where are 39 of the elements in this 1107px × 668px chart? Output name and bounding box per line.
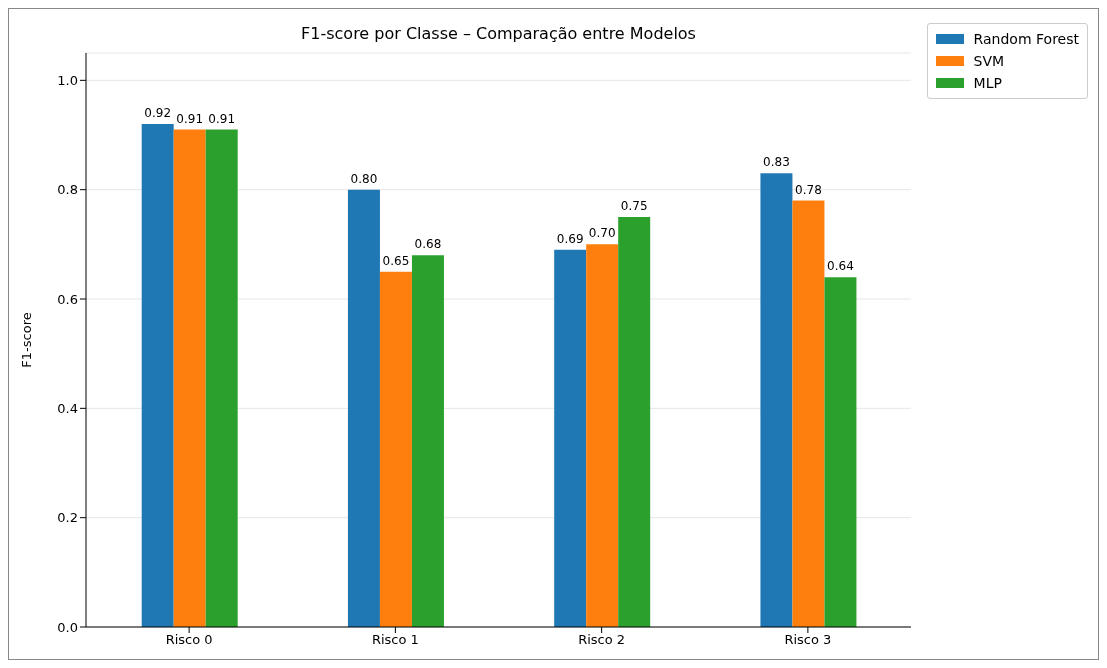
y-tick-label: 1.0 <box>57 72 78 88</box>
bar <box>792 200 825 627</box>
x-tick-label: Risco 3 <box>784 632 832 648</box>
bar <box>760 173 793 627</box>
data-label: 0.65 <box>382 253 410 268</box>
y-tick-label: 0.6 <box>57 291 78 307</box>
y-tick-label: 0.0 <box>57 619 78 635</box>
data-label: 0.91 <box>208 111 236 126</box>
data-label: 0.83 <box>763 155 790 170</box>
bar <box>141 124 174 627</box>
y-tick-label: 0.4 <box>57 400 78 416</box>
data-label: 0.78 <box>795 182 822 197</box>
bar <box>347 189 380 627</box>
bar <box>618 217 651 627</box>
data-label: 0.75 <box>620 199 648 213</box>
data-label: 0.70 <box>588 226 616 241</box>
x-tick-label: Risco 1 <box>371 632 419 648</box>
legend-label: SVM <box>973 52 1005 71</box>
data-label: 0.68 <box>414 237 442 252</box>
bar <box>554 249 587 627</box>
bar <box>173 129 206 627</box>
bar <box>379 271 412 627</box>
x-tick-label: Risco 0 <box>165 632 213 648</box>
data-label: 0.92 <box>144 106 172 121</box>
data-label: 0.91 <box>176 111 204 126</box>
legend-label: Random Forest <box>973 30 1079 49</box>
data-label: 0.80 <box>350 171 378 186</box>
y-tick-label: 0.8 <box>57 182 78 198</box>
data-label: 0.64 <box>827 259 854 274</box>
bar <box>824 277 857 627</box>
y-axis-title: F1-score <box>18 312 34 368</box>
chart-title: F1-score por Classe – Comparação entre Modelos <box>300 24 697 43</box>
y-tick-label: 0.2 <box>57 510 78 526</box>
bar <box>411 255 444 627</box>
data-label: 0.69 <box>556 231 584 246</box>
legend-label: MLP <box>973 74 1002 93</box>
x-tick-label: Risco 2 <box>578 632 626 648</box>
bar <box>586 244 619 627</box>
bar <box>205 129 238 627</box>
